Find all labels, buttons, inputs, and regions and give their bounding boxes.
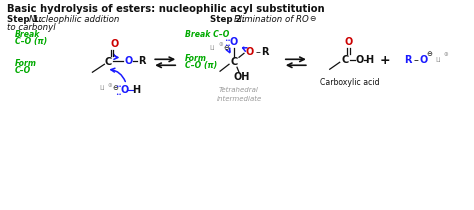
FancyArrowPatch shape: [111, 68, 125, 81]
Text: O: O: [345, 37, 353, 47]
Text: C: C: [105, 57, 112, 67]
Text: OH: OH: [234, 72, 250, 82]
Text: –: –: [255, 47, 260, 57]
Text: O: O: [124, 56, 132, 66]
Text: ⊕: ⊕: [219, 42, 223, 47]
Text: H: H: [132, 85, 140, 95]
FancyArrowPatch shape: [243, 47, 247, 51]
Text: R: R: [261, 47, 269, 57]
Text: Form: Form: [15, 59, 36, 68]
Text: ⊕: ⊕: [107, 83, 112, 88]
Text: ••: ••: [224, 38, 230, 43]
Text: –: –: [413, 55, 418, 65]
Text: O: O: [120, 85, 128, 95]
Text: O: O: [419, 55, 428, 65]
Text: ⊖: ⊖: [223, 45, 229, 51]
Text: C–O: C–O: [15, 66, 31, 75]
Text: H: H: [365, 55, 374, 65]
Text: ⊖: ⊖: [427, 51, 432, 57]
Text: ⊖: ⊖: [112, 85, 118, 91]
Text: ⊕: ⊕: [443, 52, 448, 57]
Text: Tetrahedral: Tetrahedral: [219, 87, 259, 93]
Text: Step 1:: Step 1:: [7, 15, 42, 24]
Text: Form: Form: [185, 54, 207, 63]
FancyArrowPatch shape: [226, 48, 230, 52]
Text: ⊖: ⊖: [310, 14, 316, 23]
Text: to carbonyl: to carbonyl: [7, 22, 55, 32]
FancyArrowPatch shape: [113, 54, 118, 59]
Text: Nucleophilic addition: Nucleophilic addition: [28, 15, 119, 24]
Text: Elimination of RO: Elimination of RO: [234, 15, 309, 24]
Text: ••: ••: [224, 43, 230, 48]
Text: Li: Li: [210, 45, 215, 51]
Text: Carboxylic acid: Carboxylic acid: [320, 78, 380, 87]
Text: Break: Break: [15, 30, 40, 39]
Text: Li: Li: [100, 85, 105, 91]
Text: Basic hydrolysis of esters: nucleophilic acyl substitution: Basic hydrolysis of esters: nucleophilic…: [7, 4, 324, 14]
Text: Step 2:: Step 2:: [210, 15, 245, 24]
Text: C–O (π): C–O (π): [185, 61, 217, 70]
Text: ••: ••: [115, 92, 122, 97]
Text: ••: ••: [115, 84, 122, 89]
Text: C–O (π): C–O (π): [15, 37, 47, 46]
Text: C: C: [341, 55, 348, 65]
Text: Li: Li: [436, 57, 441, 63]
Text: O: O: [246, 47, 254, 57]
Text: R: R: [404, 55, 411, 65]
Text: O: O: [356, 55, 364, 65]
Text: Break C–O: Break C–O: [185, 30, 229, 39]
Text: R: R: [138, 56, 146, 66]
Text: O: O: [110, 39, 118, 49]
Text: +: +: [379, 54, 390, 67]
Text: O: O: [230, 37, 238, 47]
Text: intermediate: intermediate: [216, 96, 262, 102]
Text: C: C: [230, 57, 237, 67]
